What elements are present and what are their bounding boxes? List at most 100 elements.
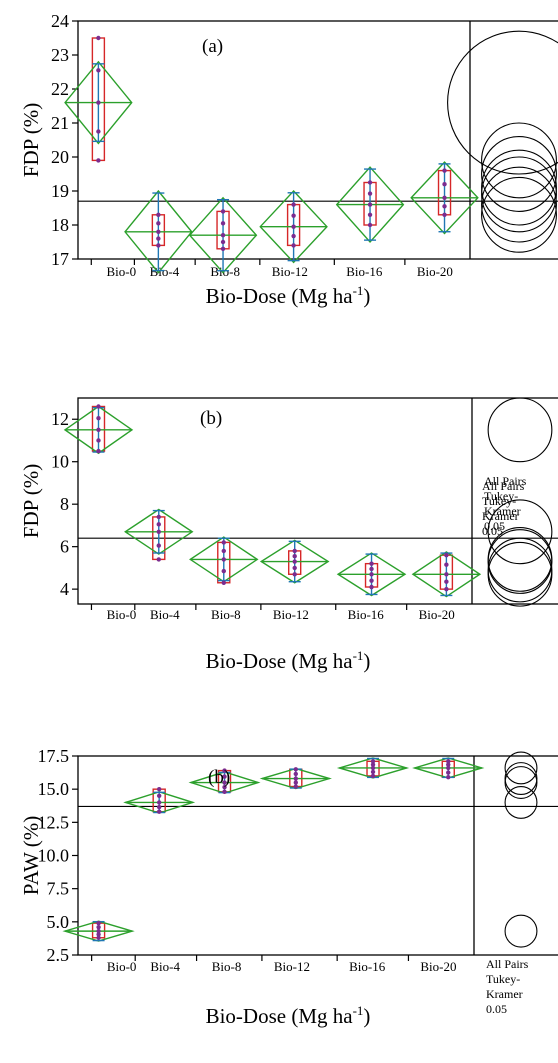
data-point — [446, 762, 451, 767]
comparison-circle — [504, 914, 538, 948]
data-point — [370, 762, 376, 767]
data-point — [369, 584, 374, 590]
data-point — [446, 775, 451, 780]
comparison-circle — [481, 136, 557, 212]
data-point — [444, 562, 449, 567]
data-point — [292, 565, 297, 571]
data-point — [221, 557, 226, 562]
chart-panel-1: 17 18 19 20 21 22 23 24 FDP (%) Bio-0 Bio-4 Bio-8 Bi… — [19, 11, 558, 538]
x-tick-label: Bio-12 — [273, 607, 309, 622]
x-axis-label-superscript: -1 — [353, 283, 364, 298]
data-point — [222, 768, 227, 773]
data-point — [156, 212, 161, 217]
data-point — [222, 789, 227, 795]
data-point — [221, 568, 226, 574]
comparison-label-line: 0.05 — [484, 519, 505, 533]
data-point — [293, 776, 298, 781]
data-point — [367, 191, 373, 196]
x-axis-label-superscript: -1 — [353, 1003, 364, 1018]
x-tick-label: Bio-4 — [150, 264, 180, 279]
data-point — [156, 522, 161, 527]
y-tick-label: 12 — [51, 409, 69, 429]
data-point — [444, 572, 449, 577]
comparison-circle — [487, 397, 553, 463]
x-axis-label-close: ) — [363, 1004, 370, 1028]
x-axis-label: Bio-Dose (Mg ha-1) — [206, 648, 371, 673]
comparison-label-line: Tukey- — [484, 489, 518, 503]
data-point — [291, 243, 296, 248]
y-tick-label: 19 — [51, 181, 69, 201]
data-point — [370, 765, 376, 771]
comparison-circle — [481, 156, 557, 233]
x-tick-label: Bio-4 — [150, 959, 180, 974]
x-tick-label: Bio-20 — [417, 264, 453, 279]
y-tick-label: 23 — [51, 45, 69, 65]
data-point — [291, 233, 296, 239]
x-tick-label: Bio-0 — [107, 959, 137, 974]
data-point — [367, 222, 373, 228]
plot-frame — [77, 755, 558, 956]
data-point — [156, 557, 161, 562]
x-tick-label: Bio-16 — [348, 607, 385, 622]
y-tick-label: 2.5 — [47, 945, 70, 965]
means-diamond — [335, 166, 405, 244]
data-point — [156, 243, 161, 248]
data-point — [292, 548, 297, 554]
means-diamond — [124, 508, 194, 555]
data-point — [442, 212, 447, 217]
data-point — [293, 771, 298, 777]
y-tick-label: 17 — [51, 249, 69, 269]
data-point — [222, 780, 227, 785]
y-tick-label: 17.5 — [38, 746, 70, 766]
y-tick-label: 5.0 — [47, 912, 70, 932]
x-axis-label-text: Bio-Dose (Mg ha — [206, 284, 354, 308]
x-tick-label: Bio-4 — [150, 607, 180, 622]
x-tick-label: Bio-8 — [211, 607, 241, 622]
y-tick-label: 18 — [51, 215, 69, 235]
comparison-circle — [481, 149, 557, 226]
data-point — [222, 774, 227, 779]
data-point — [156, 809, 162, 814]
x-axis-label: Bio-Dose (Mg ha-1) — [206, 1003, 371, 1028]
data-point — [369, 578, 374, 583]
comparison-label-line: All Pairs — [486, 957, 529, 971]
comparison-circle — [487, 499, 553, 565]
data-point — [96, 924, 101, 930]
comparison-circle — [487, 529, 553, 594]
x-tick-label: Bio-20 — [419, 607, 455, 622]
data-point — [221, 540, 226, 545]
data-point — [370, 759, 376, 764]
data-point — [369, 561, 374, 566]
comparison-label-line: Kramer — [484, 504, 521, 518]
data-point — [293, 767, 298, 772]
data-point — [156, 793, 162, 798]
data-point — [156, 221, 161, 226]
x-axis-label-close: ) — [363, 649, 370, 673]
y-tick-label: 12.5 — [38, 812, 70, 832]
means-diamond — [124, 189, 193, 274]
means-diamond — [259, 539, 330, 584]
plot-frame — [77, 20, 558, 260]
data-point — [292, 572, 297, 577]
data-point — [96, 920, 101, 926]
y-tick-label: 8 — [60, 494, 69, 514]
data-point — [96, 68, 101, 73]
data-point — [156, 800, 162, 805]
means-diamond — [188, 196, 258, 274]
comparison-circle — [504, 766, 538, 800]
data-point — [292, 554, 297, 559]
data-point — [96, 129, 101, 134]
data-point — [367, 180, 373, 185]
data-point — [369, 566, 374, 572]
comparison-circle — [487, 526, 553, 592]
means-diamond — [410, 161, 479, 235]
data-point — [96, 158, 101, 163]
y-axis-label: FDP (%) — [19, 103, 43, 177]
comparison-circle — [481, 122, 557, 199]
data-point — [292, 559, 297, 564]
comparison-label-line: All Pairs — [482, 479, 525, 493]
x-axis-label-text: Bio-Dose (Mg ha — [206, 649, 354, 673]
y-tick-label: 22 — [51, 79, 69, 99]
data-point — [370, 769, 376, 775]
y-axis-label: FDP (%) — [19, 464, 43, 538]
